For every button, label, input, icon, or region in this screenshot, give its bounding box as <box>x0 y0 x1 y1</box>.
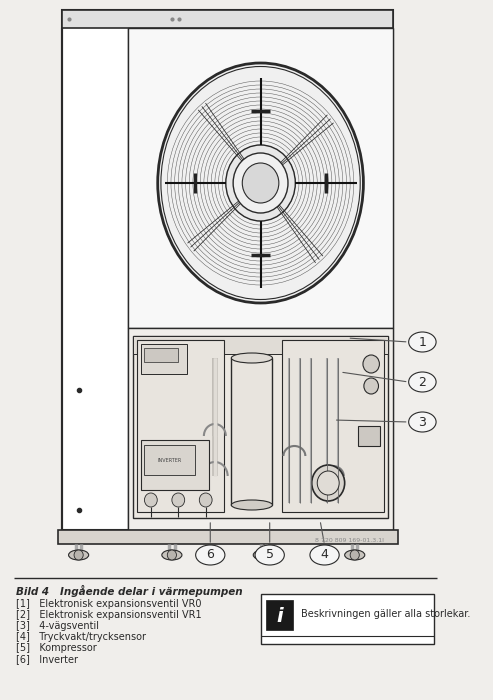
Ellipse shape <box>162 550 182 560</box>
Circle shape <box>226 145 295 221</box>
Bar <box>266 600 293 630</box>
Circle shape <box>167 550 176 560</box>
Bar <box>144 445 195 475</box>
Text: [2]   Elektronisk expansionsventil VR1: [2] Elektronisk expansionsventil VR1 <box>16 610 202 620</box>
Text: [3]   4-vägsventil: [3] 4-vägsventil <box>16 621 100 631</box>
Bar <box>134 336 387 518</box>
Ellipse shape <box>310 545 339 565</box>
Text: [5]   Kompressor: [5] Kompressor <box>16 643 97 653</box>
Bar <box>137 340 224 512</box>
Ellipse shape <box>158 63 363 303</box>
Ellipse shape <box>69 550 89 560</box>
Bar <box>58 530 398 544</box>
Bar <box>141 440 210 490</box>
Bar <box>128 328 393 530</box>
Circle shape <box>364 378 379 394</box>
Text: [4]   Tryckvakt/trycksensor: [4] Tryckvakt/trycksensor <box>16 632 146 642</box>
Bar <box>282 340 384 512</box>
Ellipse shape <box>253 550 273 560</box>
Text: 4: 4 <box>320 549 328 561</box>
Circle shape <box>199 493 212 507</box>
Bar <box>134 336 387 354</box>
Text: 3: 3 <box>419 416 426 428</box>
Ellipse shape <box>409 332 436 352</box>
Circle shape <box>350 550 359 560</box>
Ellipse shape <box>196 545 225 565</box>
Bar <box>231 358 273 505</box>
Text: Bild 4   Ingående delar i värmepumpen: Bild 4 Ingående delar i värmepumpen <box>16 585 243 597</box>
Text: 5: 5 <box>266 549 274 561</box>
Text: i: i <box>277 606 283 626</box>
Ellipse shape <box>409 412 436 432</box>
Ellipse shape <box>255 545 284 565</box>
Bar <box>128 28 393 328</box>
Text: 2: 2 <box>419 375 426 389</box>
Ellipse shape <box>345 550 365 560</box>
Ellipse shape <box>231 353 273 363</box>
Circle shape <box>259 550 268 560</box>
Circle shape <box>233 153 288 213</box>
Circle shape <box>242 163 279 203</box>
Circle shape <box>172 493 185 507</box>
Ellipse shape <box>409 372 436 392</box>
Bar <box>62 10 393 530</box>
Bar <box>141 344 186 374</box>
Text: Beskrivningen gäller alla storlekar.: Beskrivningen gäller alla storlekar. <box>301 609 470 619</box>
Text: INVERTER: INVERTER <box>157 458 181 463</box>
Text: [6]   Inverter: [6] Inverter <box>16 654 78 664</box>
Circle shape <box>312 465 345 501</box>
Text: [1]   Elektronisk expansionsventil VR0: [1] Elektronisk expansionsventil VR0 <box>16 599 202 609</box>
Ellipse shape <box>231 500 273 510</box>
Text: 6: 6 <box>207 549 214 561</box>
Text: 8 720 809 169-01.3.1I: 8 720 809 169-01.3.1I <box>315 538 384 542</box>
Circle shape <box>144 493 157 507</box>
Circle shape <box>317 471 339 495</box>
Circle shape <box>363 355 380 373</box>
Circle shape <box>74 550 83 560</box>
Bar <box>143 348 178 362</box>
Bar <box>261 594 434 644</box>
Bar <box>358 426 380 446</box>
Text: 1: 1 <box>419 335 426 349</box>
Bar <box>62 10 393 28</box>
